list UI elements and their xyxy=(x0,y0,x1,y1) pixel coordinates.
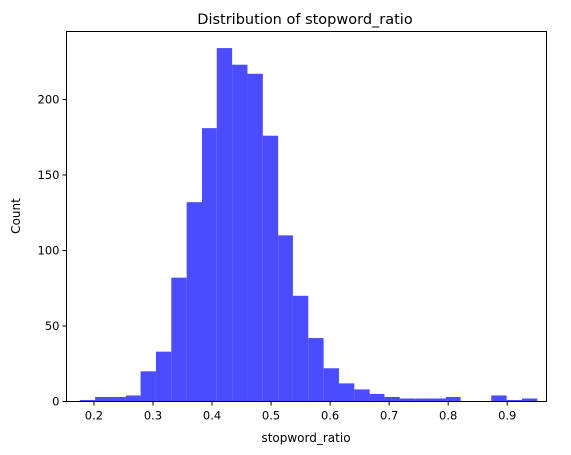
histogram-bar xyxy=(95,396,111,402)
histogram-bar xyxy=(186,202,202,402)
x-tick-label: 0.5 xyxy=(262,409,280,423)
histogram-bar xyxy=(292,295,309,402)
y-axis-ticks: 0 50 100 150 200 xyxy=(38,92,67,409)
histogram-bar xyxy=(216,48,233,402)
plot-frame xyxy=(66,31,547,402)
y-tick-label: 100 xyxy=(38,243,60,257)
histogram-bar xyxy=(155,351,172,402)
histogram-bar xyxy=(445,396,461,402)
histogram-bar xyxy=(140,371,156,402)
histogram-bar xyxy=(354,389,370,402)
histogram-bar xyxy=(491,395,507,402)
x-axis-ticks: 0.2 0.3 0.4 0.5 0.6 0.7 0.8 0.9 xyxy=(85,401,516,423)
x-tick-label: 0.2 xyxy=(85,409,103,423)
histogram-bar xyxy=(338,383,355,402)
x-tick-label: 0.4 xyxy=(203,409,221,423)
x-tick-label: 0.8 xyxy=(439,409,457,423)
histogram-bar xyxy=(384,396,400,402)
y-tick-label: 0 xyxy=(52,395,59,409)
histogram-bar xyxy=(232,64,248,402)
histogram-bar xyxy=(247,73,263,402)
histogram-bar xyxy=(399,398,416,402)
histogram-bar xyxy=(415,398,431,402)
histogram-bar xyxy=(521,398,538,402)
histogram-bar xyxy=(308,338,324,402)
histogram-bar xyxy=(79,399,96,402)
histogram-bar xyxy=(430,398,446,402)
x-axis-label: stopword_ratio xyxy=(261,431,350,445)
histogram-bar xyxy=(262,135,279,402)
histogram-bar xyxy=(278,235,293,402)
histogram-bar xyxy=(506,399,522,402)
bars-group xyxy=(79,48,538,402)
x-tick-label: 0.6 xyxy=(321,409,339,423)
y-tick-label: 200 xyxy=(38,92,60,106)
y-tick-label: 150 xyxy=(38,168,60,182)
x-tick-label: 0.3 xyxy=(144,409,162,423)
x-tick-label: 0.9 xyxy=(498,409,516,423)
histogram-bar xyxy=(110,396,126,402)
x-tick-label: 0.7 xyxy=(380,409,398,423)
histogram-bar xyxy=(323,368,339,402)
y-tick-label: 50 xyxy=(45,319,60,333)
y-axis-label: Count xyxy=(9,198,23,234)
histogram-bar xyxy=(201,128,217,402)
histogram-bar xyxy=(125,395,141,402)
chart-title: Distribution of stopword_ratio xyxy=(197,12,413,28)
histogram-bar xyxy=(369,393,385,402)
histogram-bar xyxy=(171,277,187,402)
